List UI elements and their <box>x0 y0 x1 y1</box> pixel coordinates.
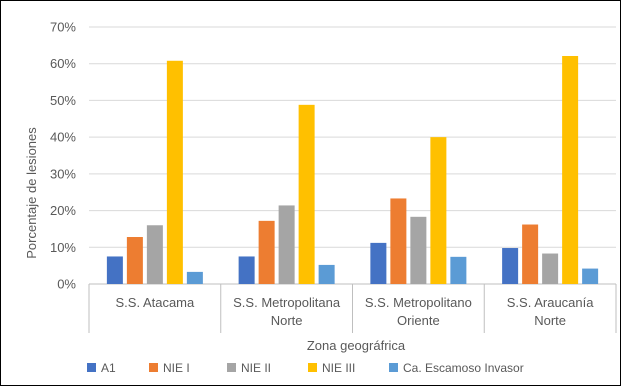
bar-a1-0 <box>106 256 123 284</box>
legend: A1 NIE I NIE II NIE III Ca. Escamoso Invasor <box>87 361 524 375</box>
bar-nie-i-1 <box>258 220 275 284</box>
legend-swatch <box>87 363 96 372</box>
y-tick-label: 10% <box>50 240 76 255</box>
category-label: S.S. Araucanía <box>507 295 594 310</box>
legend-label: NIE III <box>322 361 355 375</box>
bar-nie-ii-1 <box>278 205 295 284</box>
y-tick-label: 30% <box>50 166 76 181</box>
legend-swatch <box>149 363 158 372</box>
bar-nie-ii-3 <box>542 253 559 284</box>
y-axis-title: Porcentaje de lesiones <box>24 127 39 259</box>
category-label: Oriente <box>397 313 440 328</box>
y-tick-label: 20% <box>50 203 76 218</box>
category-label: S.S. Metropolitana <box>233 295 341 310</box>
bar-ca-escamoso-invasor-3 <box>582 268 599 284</box>
legend-swatch <box>227 363 236 372</box>
bar-nie-iii-2 <box>430 137 447 284</box>
bar-nie-iii-1 <box>298 104 315 284</box>
bars <box>106 56 599 284</box>
category-label: Norte <box>271 313 303 328</box>
bar-nie-i-3 <box>522 224 539 284</box>
bar-a1-3 <box>502 248 519 284</box>
bar-a1-2 <box>370 242 387 284</box>
legend-label: NIE II <box>241 361 271 375</box>
bar-ca-escamoso-invasor-2 <box>450 256 467 284</box>
legend-label: A1 <box>101 361 116 375</box>
y-tick-label: 50% <box>50 93 76 108</box>
bar-ca-escamoso-invasor-0 <box>186 271 203 284</box>
bar-ca-escamoso-invasor-1 <box>318 264 335 284</box>
bar-nie-ii-0 <box>146 225 163 284</box>
legend-swatch <box>308 363 317 372</box>
bar-nie-i-2 <box>390 198 407 284</box>
y-tick-label: 70% <box>50 20 76 35</box>
category-label: Norte <box>534 313 566 328</box>
bar-a1-1 <box>238 256 255 284</box>
category-label: S.S. Metropolitano <box>365 295 472 310</box>
y-tick-label: 60% <box>50 56 76 71</box>
bar-nie-iii-3 <box>562 56 579 284</box>
y-axis-ticks: 0% 10% 20% 30% 40% 50% 60% 70% <box>50 20 76 292</box>
x-axis-categories: S.S. Atacama S.S. Metropolitana Norte S.S. … <box>115 295 594 328</box>
category-label: S.S. Atacama <box>115 295 195 310</box>
bar-nie-i-0 <box>126 237 143 284</box>
y-tick-label: 0% <box>57 277 76 292</box>
bar-nie-ii-2 <box>410 216 427 284</box>
legend-swatch <box>389 363 398 372</box>
y-tick-label: 40% <box>50 130 76 145</box>
x-axis-title: Zona geográfrica <box>307 338 406 353</box>
legend-label: NIE I <box>163 361 190 375</box>
bar-nie-iii-0 <box>166 60 183 284</box>
legend-label: Ca. Escamoso Invasor <box>403 361 524 375</box>
